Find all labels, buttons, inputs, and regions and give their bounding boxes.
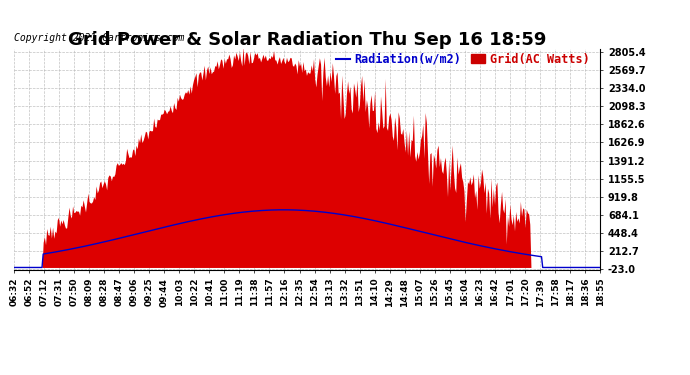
Text: Copyright 2021 Cartronics.com: Copyright 2021 Cartronics.com xyxy=(14,33,184,43)
Legend: Radiation(w/m2), Grid(AC Watts): Radiation(w/m2), Grid(AC Watts) xyxy=(331,48,594,70)
Title: Grid Power & Solar Radiation Thu Sep 16 18:59: Grid Power & Solar Radiation Thu Sep 16 … xyxy=(68,31,546,49)
